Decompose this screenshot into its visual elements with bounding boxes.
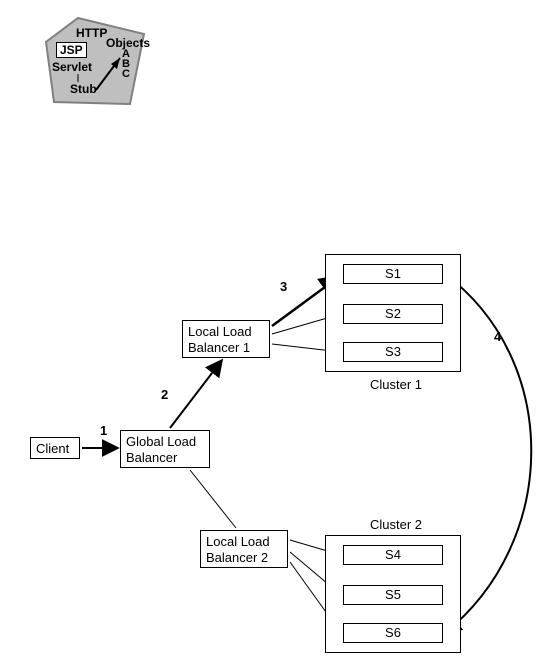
s3-label: S3 <box>385 344 401 359</box>
s4-label: S4 <box>385 547 401 562</box>
s4-box: S4 <box>343 545 443 565</box>
llb2-box: Local Load Balancer 2 <box>200 530 288 568</box>
edge-glb-llb1 <box>170 360 222 428</box>
client-label: Client <box>36 441 69 456</box>
glb-box: Global Load Balancer <box>120 430 210 468</box>
cluster2-label: Cluster 2 <box>370 518 422 532</box>
s5-box: S5 <box>343 585 443 605</box>
edge-glb-llb2 <box>190 470 236 528</box>
llb1-box: Local Load Balancer 1 <box>182 320 270 358</box>
edge2-label: 2 <box>161 388 168 402</box>
s6-label: S6 <box>385 625 401 640</box>
s2-label: S2 <box>385 306 401 321</box>
edge4-label: 4 <box>494 330 501 344</box>
edge1-label: 1 <box>100 424 107 438</box>
s3-box: S3 <box>343 342 443 362</box>
s2-box: S2 <box>343 304 443 324</box>
edge3-label: 3 <box>280 280 287 294</box>
llb1-label: Local Load Balancer 1 <box>188 324 252 355</box>
client-box: Client <box>30 437 80 459</box>
s5-label: S5 <box>385 587 401 602</box>
cluster1-label: Cluster 1 <box>370 378 422 392</box>
glb-label: Global Load Balancer <box>126 434 196 465</box>
s1-label: S1 <box>385 266 401 281</box>
s6-box: S6 <box>343 623 443 643</box>
llb2-label: Local Load Balancer 2 <box>206 534 270 565</box>
s1-box: S1 <box>343 264 443 284</box>
